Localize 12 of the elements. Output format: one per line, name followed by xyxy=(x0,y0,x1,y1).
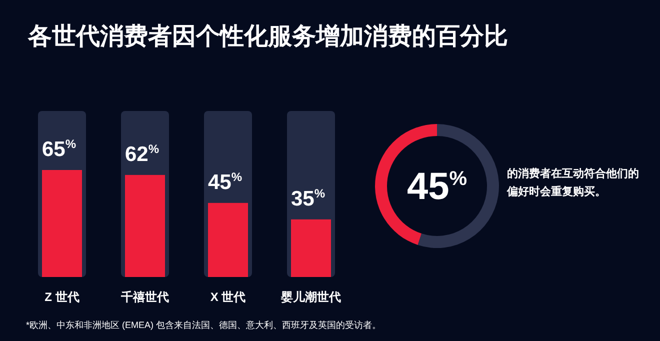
data-label: 45$^{%}$ xyxy=(208,170,242,194)
text: 的消费者在互动符合他们的偏好时会重复购买。 xyxy=(506,167,639,198)
data-label: 65$^{%}$ xyxy=(42,137,76,161)
text: *欧洲、中东和非洲地区 (EMEA) 包含来自法国、德国、意大利、西班牙及英国的受访者。 xyxy=(26,320,382,330)
x-tick-label: 千禧世代 xyxy=(120,290,169,304)
chart-title: 各世代消费者因个性化服务增加消费的百分比 xyxy=(27,23,508,50)
x-tick-label: X 世代 xyxy=(210,290,246,304)
data-label: 45$^{%}$ xyxy=(406,166,468,208)
data-label: 35$^{%}$ xyxy=(291,186,326,210)
x-tick-label: 婴儿潮世代 xyxy=(280,290,341,304)
data-label: 62$^{%}$ xyxy=(125,142,160,166)
x-tick-label: Z 世代 xyxy=(44,290,80,304)
